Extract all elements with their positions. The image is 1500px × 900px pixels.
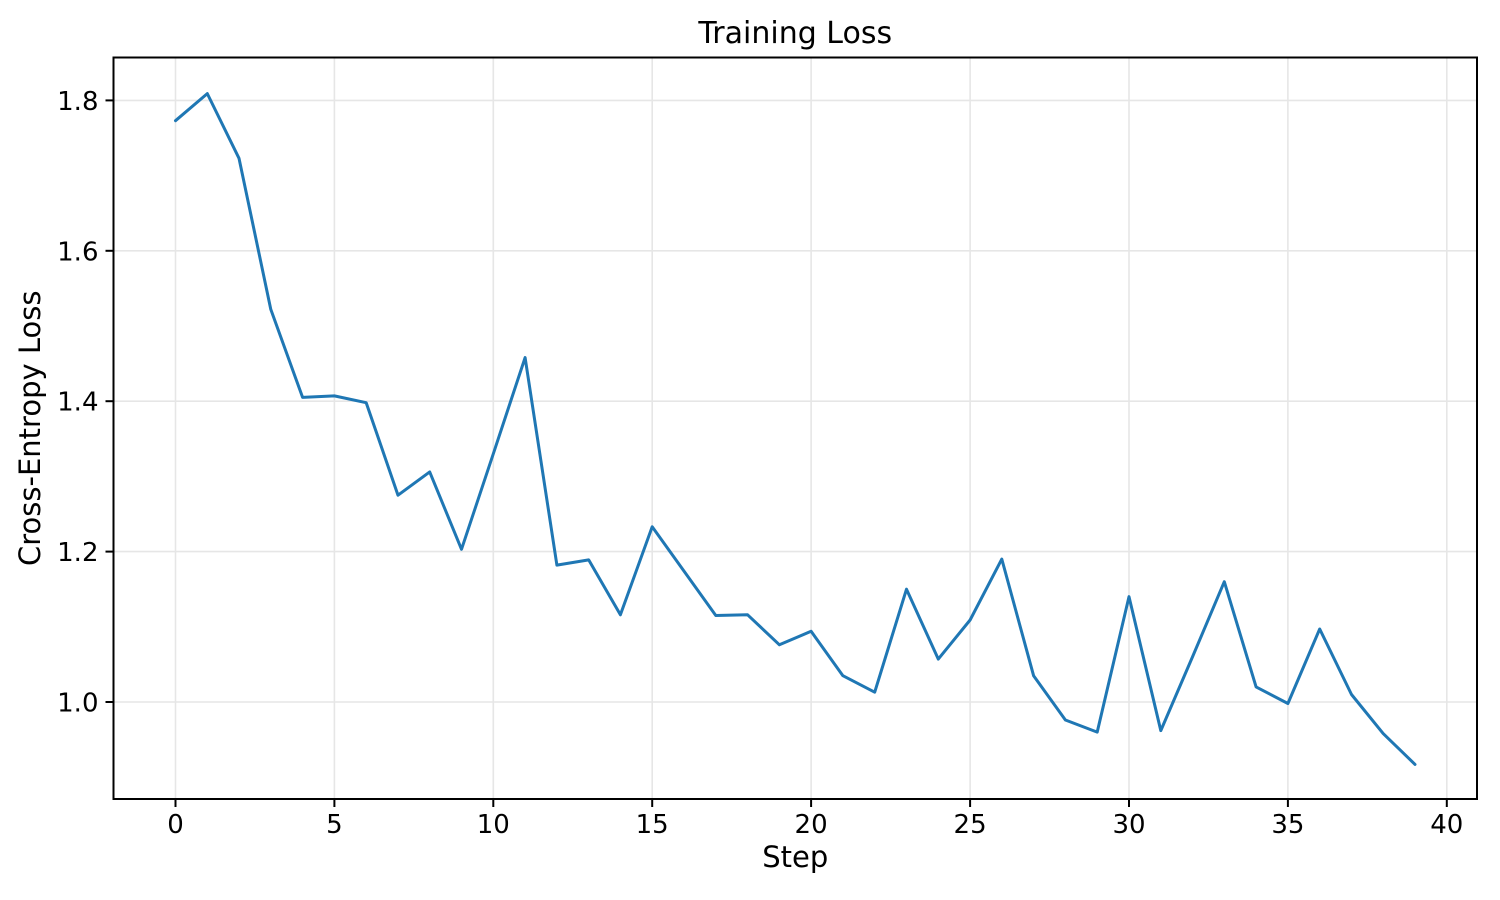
x-tick-label: 25 xyxy=(954,810,987,840)
x-tick-label: 35 xyxy=(1271,810,1304,840)
x-tick-label: 30 xyxy=(1112,810,1145,840)
series-layer xyxy=(174,92,1417,766)
x-tick-label: 10 xyxy=(477,810,510,840)
x-tick-label: 5 xyxy=(326,810,343,840)
x-axis-label: Step xyxy=(762,840,828,874)
tick-layer: 0 5 10 15 20 25 30 35 40 1.0 1.2 1.4 1.6 1.8 xyxy=(57,87,1463,840)
x-tick-label: 40 xyxy=(1430,810,1463,840)
axes-spines xyxy=(112,56,1478,800)
grid-layer xyxy=(113,57,1477,799)
y-tick-label: 1.8 xyxy=(57,87,98,117)
x-tick-label: 15 xyxy=(636,810,669,840)
plot-border xyxy=(112,56,1478,800)
y-tick-label: 1.2 xyxy=(57,538,98,568)
y-tick-label: 1.0 xyxy=(57,689,98,719)
y-axis-label: Cross-Entropy Loss xyxy=(13,291,47,566)
loss-line xyxy=(174,92,1417,766)
y-tick-label: 1.4 xyxy=(57,388,98,418)
x-tick-label: 0 xyxy=(167,810,184,840)
chart-title: Training Loss xyxy=(697,16,892,51)
y-tick-label: 1.6 xyxy=(57,237,98,267)
x-tick-label: 20 xyxy=(795,810,828,840)
